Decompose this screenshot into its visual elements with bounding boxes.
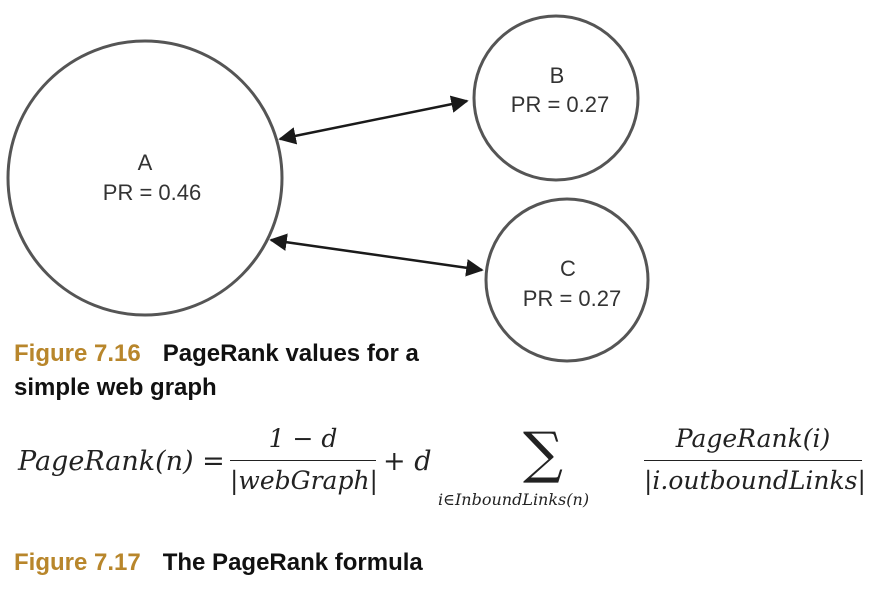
formula-plus-d: + d: [383, 446, 432, 477]
summation-icon: ∑: [523, 421, 563, 486]
formula-lhs: PageRank(n) =: [18, 446, 225, 477]
figure-caption-text: The PageRank formula: [162, 549, 423, 576]
formula-frac2-denominator: |i.outboundLinks|: [644, 466, 866, 495]
edge-a-c: [269, 233, 484, 277]
node-a-pr: PR = 0.46: [103, 180, 201, 205]
figure-number: Figure 7.16: [14, 340, 141, 367]
node-b-pr: PR = 0.27: [511, 92, 609, 117]
edge-a-b: [278, 95, 469, 145]
node-c-name: C: [560, 256, 576, 281]
formula-frac1-denominator: |webGraph|: [230, 466, 378, 495]
formula-frac1-numerator: 1 − d: [268, 424, 338, 453]
figure-number: Figure 7.17: [14, 549, 141, 576]
formula-frac1-bar: [230, 460, 376, 461]
web-graph-diagram: A PR = 0.46 B PR = 0.27 C PR = 0.27: [6, 14, 650, 363]
node-b-name: B: [550, 63, 565, 88]
node-c-pr: PR = 0.27: [523, 286, 621, 311]
node-a: A PR = 0.46: [6, 39, 284, 317]
node-b: B PR = 0.27: [472, 14, 640, 182]
formula-frac2-numerator: PageRank(i): [675, 424, 831, 453]
node-c: C PR = 0.27: [484, 197, 650, 363]
formula-frac2-bar: [644, 460, 862, 461]
figure-caption-text: PageRank values for a simple web graph: [14, 340, 419, 401]
figure-7-17-caption: Figure 7.17 The PageRank formula: [14, 546, 423, 580]
node-a-name: A: [138, 150, 153, 175]
pagerank-formula: PageRank(n) = 1 − d |webGraph| + d ∑ i∈I…: [18, 424, 868, 524]
figure-7-16-caption: Figure 7.16 PageRank values for a simple …: [14, 337, 444, 405]
formula-sum-subscript: i∈InboundLinks(n): [438, 490, 590, 509]
